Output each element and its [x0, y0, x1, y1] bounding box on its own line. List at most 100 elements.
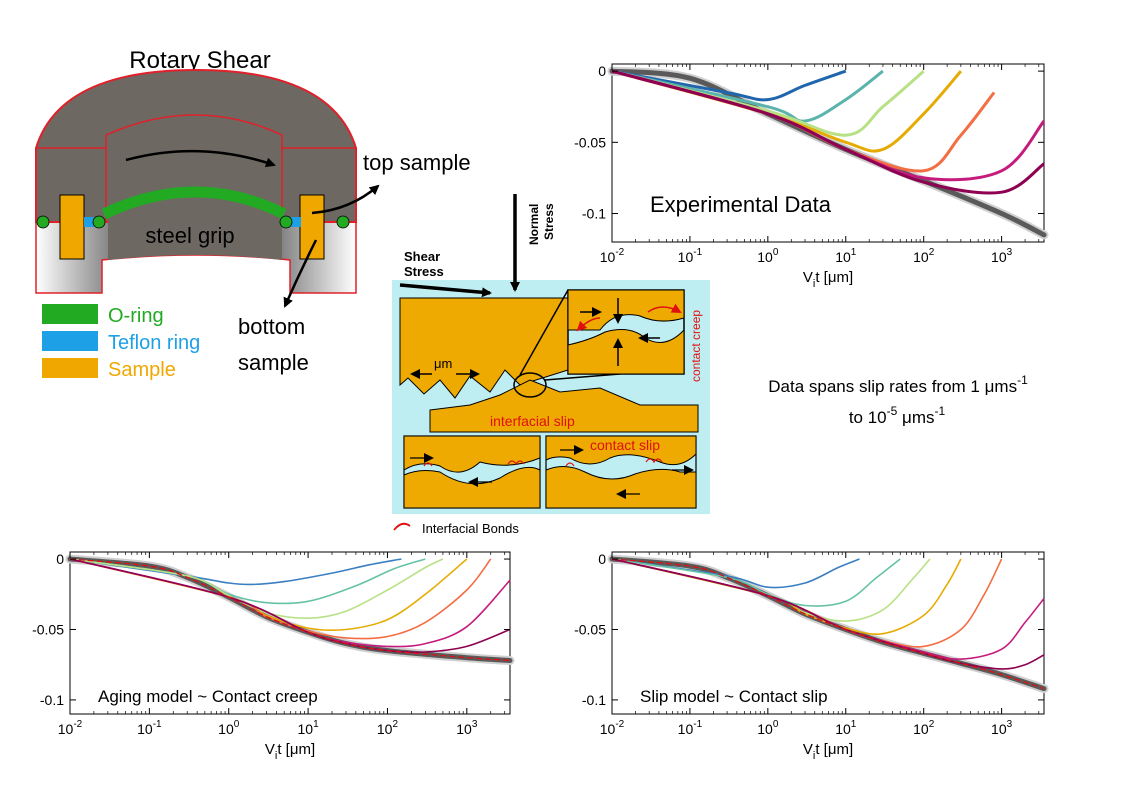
shear-stress-label-1: Shear	[404, 249, 440, 264]
x-tick-exp: -2	[73, 719, 82, 730]
x-tick-exp: -1	[693, 719, 702, 730]
y-tick-label: -0.05	[32, 621, 64, 637]
x-tick-label: 101	[835, 719, 857, 737]
normal-stress-label-2: Stress	[542, 203, 556, 240]
x-tick-exp: 3	[472, 719, 478, 730]
zoom-line-1	[519, 289, 569, 376]
zoom-line-2	[544, 373, 621, 381]
x-label-sub: i	[813, 278, 815, 290]
x-tick-base: 10	[298, 721, 314, 737]
note-line-1: Data spans slip rates from 1 μms-1	[768, 373, 1028, 396]
series-line-7	[69, 558, 511, 654]
x-label-base: V	[265, 741, 275, 758]
y-tick-label: -0.1	[582, 692, 606, 708]
inset-br-lower	[545, 466, 697, 509]
y-tick-label: -0.05	[574, 134, 606, 150]
x-tick-base: 10	[600, 249, 616, 265]
x-tick-label: 102	[913, 247, 935, 265]
x-tick-label: 102	[377, 719, 399, 737]
note-line2-exp: -5	[887, 404, 898, 418]
x-tick-label: 100	[757, 719, 779, 737]
bottom-sample-label-2: sample	[238, 350, 309, 375]
series-line-7	[611, 69, 1045, 195]
bottom-sample-label-1: bottom	[238, 314, 305, 339]
x-label-sub: i	[275, 750, 277, 762]
normal-stress-label-1: Normal	[527, 204, 541, 245]
legend-label-teflon: Teflon ring	[108, 332, 200, 354]
chart-annotation: Experimental Data	[650, 192, 832, 217]
x-tick-base: 10	[218, 721, 234, 737]
x-axis-label: Vit [μm]	[803, 269, 853, 290]
bottom-sample-arrow	[283, 239, 318, 308]
creep-arrow-right	[647, 303, 682, 313]
x-tick-base: 10	[913, 721, 929, 737]
x-tick-exp: 2	[929, 719, 935, 730]
x-tick-base: 10	[377, 721, 393, 737]
contact-creep-label: contact creep	[689, 310, 703, 382]
note-line2-prefix: to 10	[849, 408, 887, 427]
model-fit-dashed	[611, 558, 1045, 690]
note-line2-unit: μms	[897, 408, 934, 427]
x-tick-base: 10	[991, 721, 1007, 737]
o-ring-right-1	[279, 215, 293, 229]
inset-bl-upper	[403, 435, 541, 473]
x-tick-base: 10	[678, 249, 694, 265]
legend-swatch-teflon	[42, 331, 98, 351]
inset-upper-surface	[567, 289, 685, 331]
x-tick-exp: 2	[929, 247, 935, 258]
x-tick-label: 103	[991, 719, 1013, 737]
x-tick-label: 101	[298, 719, 320, 737]
teflon-left	[84, 217, 94, 227]
y-tick-label: -0.1	[40, 692, 64, 708]
x-tick-exp: -2	[615, 719, 624, 730]
bond-mark-3	[565, 462, 575, 467]
o-ring-right-2	[336, 215, 350, 229]
x-tick-base: 10	[913, 249, 929, 265]
x-tick-label: 10-2	[58, 719, 83, 737]
model-fit-dashed	[69, 558, 511, 662]
y-tick-label: 0	[598, 551, 606, 567]
x-tick-label: 10-1	[678, 719, 703, 737]
x-tick-label: 10-2	[600, 247, 625, 265]
o-ring-left-1	[36, 215, 50, 229]
legend-swatch-o-ring	[42, 304, 98, 324]
x-axis-label: Vit [μm]	[265, 741, 315, 762]
note-line1-prefix: Data spans slip rates from 1	[768, 377, 984, 396]
o-ring-arc	[101, 186, 287, 219]
rotation-arrow	[125, 149, 276, 168]
x-tick-label: 100	[218, 719, 240, 737]
bonds-legend-icon	[393, 522, 411, 531]
shear-stress-label-2: Stress	[404, 264, 444, 279]
apparatus-dome	[35, 68, 357, 223]
chart-annotation: Aging model ~ Contact creep	[98, 687, 318, 706]
x-tick-base: 10	[757, 721, 773, 737]
note-line1-unit: μms	[985, 377, 1017, 396]
x-tick-base: 10	[456, 721, 472, 737]
x-axis-label: Vit [μm]	[803, 741, 853, 762]
y-tick-label: 0	[598, 63, 606, 79]
apparatus-inner-outline	[105, 114, 283, 222]
x-tick-exp: 3	[1007, 719, 1013, 730]
x-label-rest: t [μm]	[815, 269, 853, 286]
x-tick-label: 103	[991, 247, 1013, 265]
chart-annotation: Slip model ~ Contact slip	[640, 687, 828, 706]
steel-grip-block	[108, 203, 282, 260]
bond-mark-4	[645, 458, 663, 464]
plot-area	[611, 63, 1045, 243]
y-tick-label: -0.1	[582, 206, 606, 222]
apparatus-legend: O-ring Teflon ring Sample	[42, 304, 200, 381]
o-ring-left-2	[92, 215, 106, 229]
teflon-right	[291, 217, 301, 227]
steel-grip-label: steel grip	[145, 223, 234, 248]
x-tick-label: 103	[456, 719, 478, 737]
x-tick-exp: 0	[773, 719, 779, 730]
plot-area	[69, 551, 511, 715]
series-line-3	[69, 558, 444, 620]
x-label-rest: t [μm]	[277, 741, 315, 758]
x-tick-base: 10	[678, 721, 694, 737]
bond-mark-2	[507, 460, 525, 466]
x-label-base: V	[803, 269, 813, 286]
